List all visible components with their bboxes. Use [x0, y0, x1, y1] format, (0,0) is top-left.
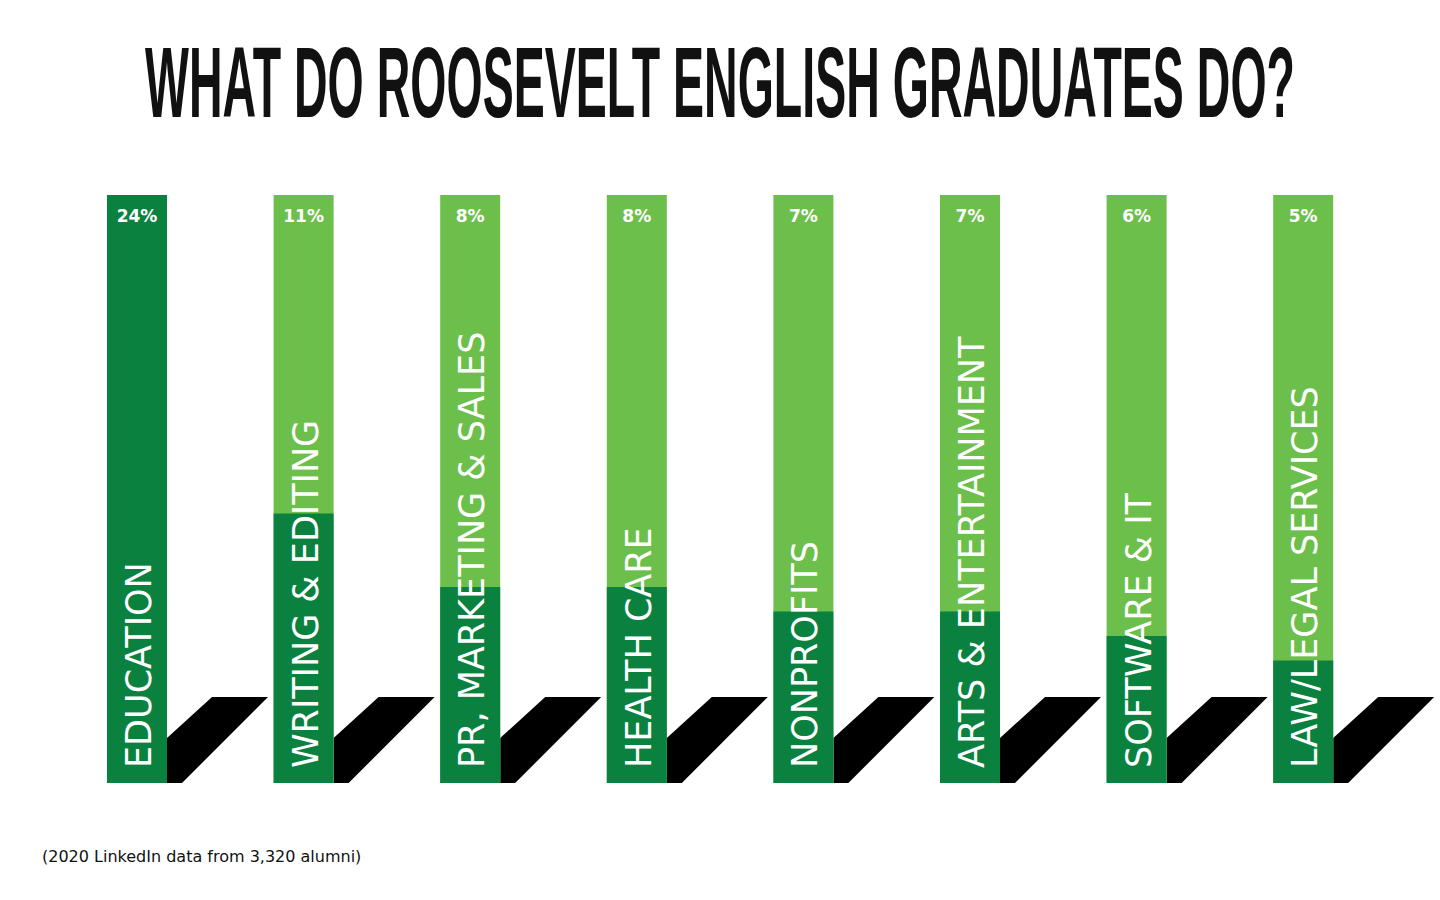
decorations — [107, 195, 1434, 783]
bar-track — [940, 195, 1000, 783]
bar-track — [607, 195, 667, 783]
bar — [107, 195, 167, 783]
category-label: WRITING & EDITING — [286, 420, 326, 768]
bar-shadow — [1000, 697, 1101, 783]
bar-shadow — [500, 697, 601, 783]
category-label: HEALTH CARE — [619, 527, 659, 768]
category-label: LAW/LEGAL SERVICES — [1285, 386, 1325, 768]
bar-shadow — [1167, 697, 1268, 783]
labels: EDUCATION 24% WRITING & EDITING 11% PR, MARK… — [117, 206, 1326, 768]
chart: WHAT DO ROOSEVELT ENGLISH GRADUATES DO? E… — [0, 0, 1440, 900]
bar-shadow — [334, 697, 435, 783]
category-label: EDUCATION — [119, 562, 159, 768]
title: WHAT DO ROOSEVELT ENGLISH GRADUATES DO? — [145, 26, 1295, 138]
data-label: 5% — [1289, 206, 1318, 226]
bar-track — [1107, 195, 1167, 783]
category-label: PR, MARKETING & SALES — [452, 332, 492, 768]
bar-shadow — [167, 697, 268, 783]
bar-shadow — [667, 697, 768, 783]
bar-track — [274, 195, 334, 783]
bar-track — [107, 195, 167, 783]
data-label: 11% — [283, 206, 324, 226]
bar-track — [773, 195, 833, 783]
category-label: ARTS & ENTERTAINMENT — [952, 336, 992, 768]
bar-track — [1273, 195, 1333, 783]
data-label: 7% — [956, 206, 985, 226]
bar-shadow — [1333, 697, 1434, 783]
category-label: NONPROFITS — [785, 541, 825, 768]
data-label: 6% — [1122, 206, 1151, 226]
bars — [107, 195, 1333, 783]
data-label: 8% — [622, 206, 651, 226]
category-label: SOFTWARE & IT — [1119, 492, 1159, 768]
bar-shadow — [833, 697, 934, 783]
data-label: 24% — [117, 206, 158, 226]
annotation: (2020 LinkedIn data from 3,320 alumni) — [42, 847, 361, 866]
page: {"chart_data": {"type": "bar", "title": … — [0, 0, 1440, 900]
data-label: 7% — [789, 206, 818, 226]
bar-track — [440, 195, 500, 783]
data-label: 8% — [456, 206, 485, 226]
